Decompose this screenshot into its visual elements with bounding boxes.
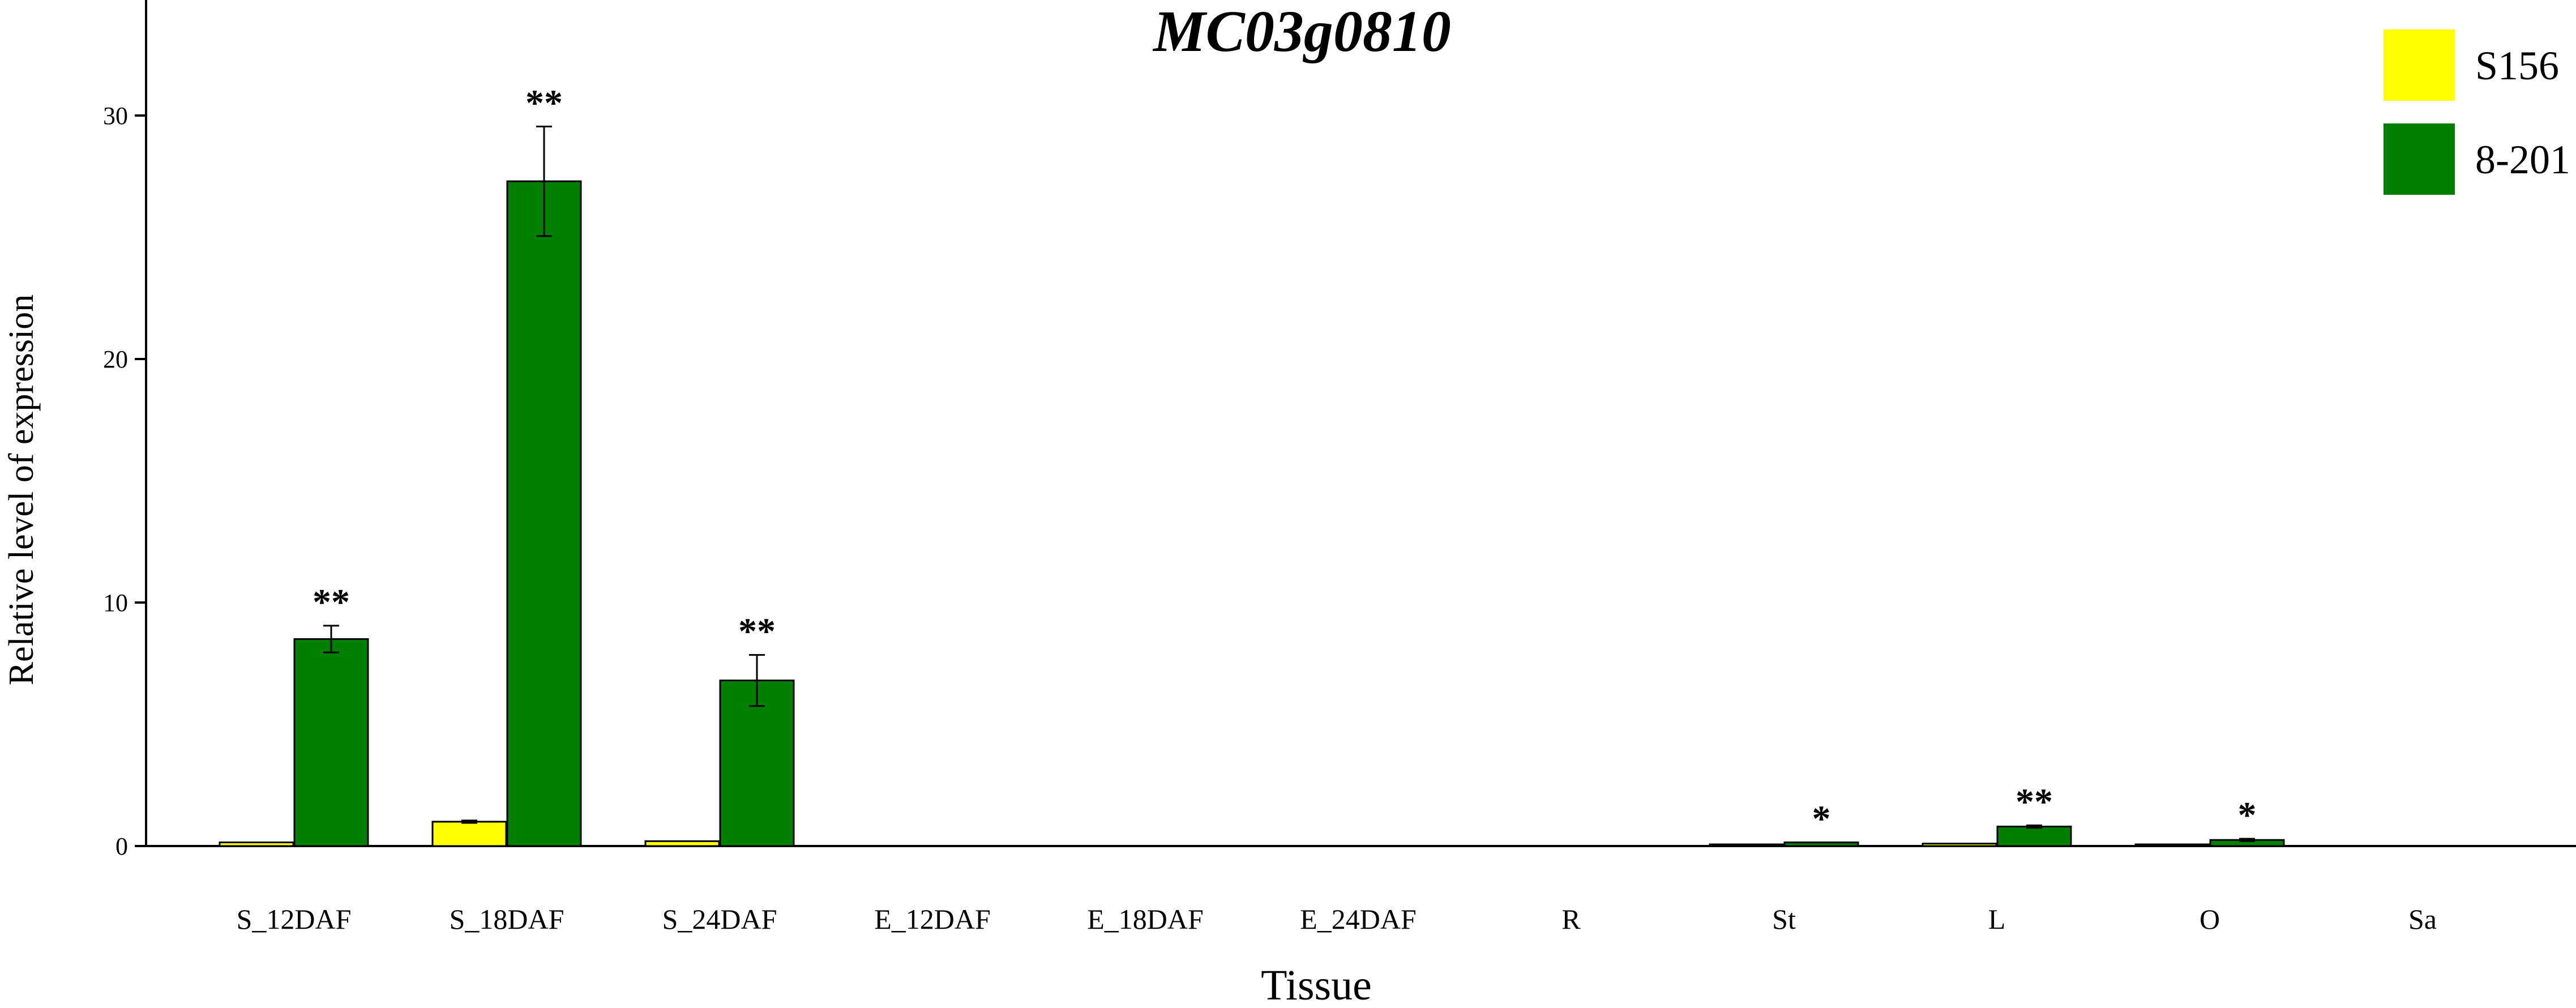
x-tick-label-8: L <box>1988 903 2006 935</box>
bar-S156-St <box>1709 843 1785 847</box>
significance-L: ** <box>2016 781 2053 822</box>
significance-S_24DAF: ** <box>738 610 776 652</box>
significance-O: * <box>2238 795 2257 836</box>
legend-label-S156: S156 <box>2475 43 2559 88</box>
x-tick-label-0: S_12DAF <box>237 903 352 935</box>
bar-8-201-S_18DAF <box>506 180 582 847</box>
legend-swatch-S156 <box>2384 29 2455 101</box>
x-tick-label-6: R <box>1561 903 1581 935</box>
significance-S_12DAF: ** <box>313 582 350 623</box>
bar-S156-O <box>2134 843 2210 847</box>
error-bar-8-201-S_12DAF <box>323 625 339 654</box>
bar-S156-S_18DAF <box>431 821 507 847</box>
error-bar-8-201-L <box>2026 824 2042 829</box>
y-axis-ticks: 0 10 20 30 <box>103 102 146 860</box>
y-tick-label-0: 0 <box>115 832 128 860</box>
bar-8-201-L <box>1996 826 2072 847</box>
bar-S156-S_24DAF <box>644 840 720 847</box>
x-tick-label-5: E_24DAF <box>1300 903 1417 935</box>
y-tick-label-3: 30 <box>103 102 128 130</box>
x-tick-label-1: S_18DAF <box>450 903 564 935</box>
bar-S156-S_12DAF <box>219 842 294 847</box>
x-axis-label: Tissue <box>1261 962 1372 1008</box>
chart-title: MC03g0810 <box>1152 0 1451 64</box>
y-tick-label-2: 20 <box>103 345 128 373</box>
error-bar-8-201-S_18DAF <box>536 125 552 237</box>
error-bar-8-201-S_24DAF <box>749 654 765 707</box>
x-tick-label-4: E_18DAF <box>1087 903 1204 935</box>
x-tick-label-10: Sa <box>2408 903 2437 935</box>
significance-S_18DAF: ** <box>525 82 563 123</box>
bars <box>219 180 2285 847</box>
legend-swatch-8-201 <box>2384 123 2455 195</box>
significance-markers: ******* ** * <box>313 82 2257 839</box>
bar-8-201-S_12DAF <box>293 638 369 847</box>
x-tick-label-2: S_24DAF <box>662 903 777 935</box>
error-bars <box>323 125 2255 842</box>
x-axis-tick-labels: S_12DAF S_18DAF S_24DAF E_12DAF E_18DAF E_24D… <box>237 903 2437 935</box>
legend: S156 8-201 <box>2384 29 2570 195</box>
bar-8-201-S_24DAF <box>719 680 795 847</box>
bar-S156-L <box>1922 843 1997 847</box>
x-tick-label-9: O <box>2200 903 2220 935</box>
x-tick-label-3: E_12DAF <box>874 903 991 935</box>
x-tick-label-7: St <box>1772 903 1796 935</box>
bar-8-201-St <box>1783 842 1859 847</box>
y-axis-label: Relative level of expression <box>2 294 41 685</box>
legend-label-8-201: 8-201 <box>2475 137 2570 182</box>
y-tick-label-1: 10 <box>103 589 128 617</box>
significance-St: * <box>1812 798 1831 840</box>
error-bar-S156-S_18DAF <box>461 819 477 824</box>
error-bar-8-201-O <box>2239 838 2255 842</box>
